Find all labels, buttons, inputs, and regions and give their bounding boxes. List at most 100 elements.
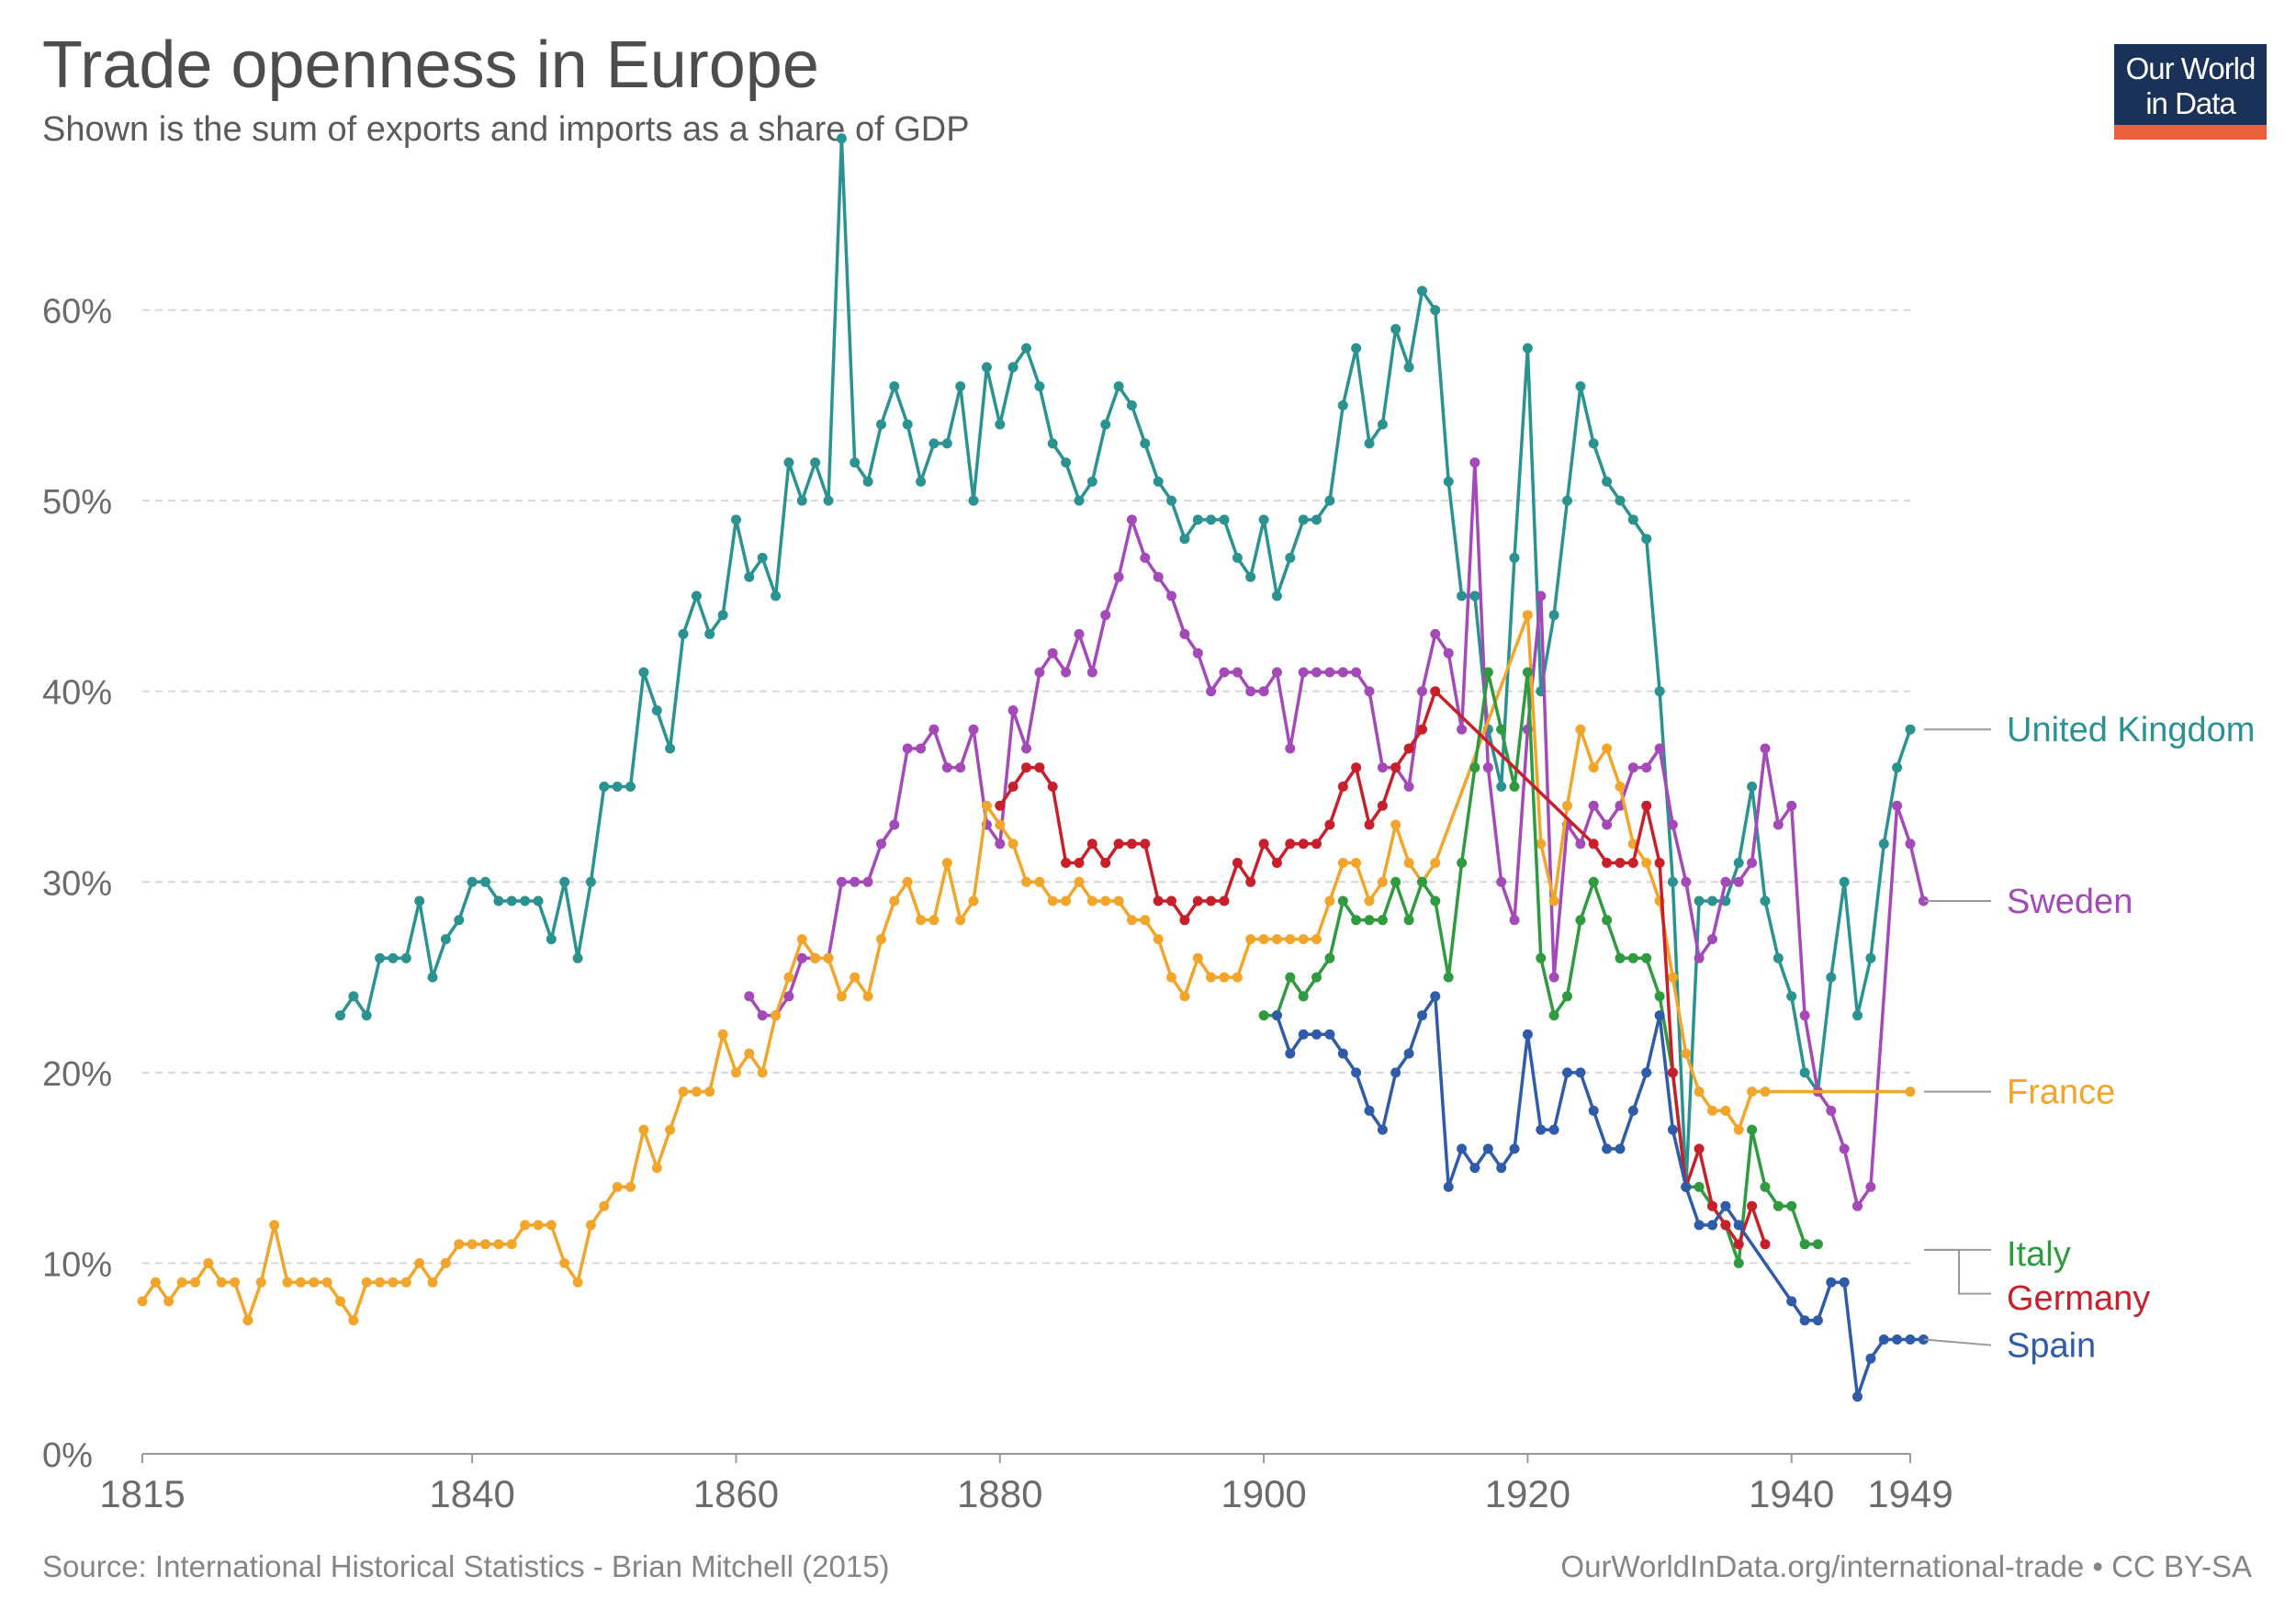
legend-layer: United Kingdom Sweden France Italy Germany Sp… [1923, 711, 2255, 1366]
data-point [1351, 762, 1362, 773]
data-point [1522, 667, 1533, 678]
data-point [1074, 858, 1085, 868]
x-tick-label: 1920 [1485, 1472, 1570, 1515]
data-point [1694, 952, 1705, 963]
data-point [1681, 1181, 1692, 1192]
data-point [1588, 1105, 1599, 1116]
data-point [1179, 991, 1190, 1002]
data-point [1417, 876, 1427, 887]
data-point [1351, 667, 1362, 678]
data-point [1892, 800, 1903, 811]
data-point [1047, 438, 1058, 449]
data-point [744, 571, 755, 582]
data-point [1707, 895, 1717, 906]
series-germany [995, 686, 1771, 1250]
series-france [137, 610, 1916, 1326]
data-point [731, 1067, 741, 1078]
data-point [1588, 762, 1599, 773]
data-point [955, 915, 966, 926]
data-point [440, 1257, 451, 1268]
data-point [1403, 782, 1414, 792]
data-point [1469, 1163, 1480, 1174]
data-point [1575, 839, 1586, 850]
data-point [1443, 1181, 1454, 1192]
data-point [1298, 514, 1309, 525]
data-point [1641, 534, 1652, 545]
data-point [1337, 400, 1348, 411]
data-point [1179, 534, 1190, 545]
data-point [1602, 915, 1613, 926]
data-point [1615, 495, 1626, 506]
y-tick-label: 10% [42, 1245, 112, 1284]
data-point [1126, 915, 1137, 926]
data-point [1786, 800, 1797, 811]
data-point [1760, 895, 1771, 906]
data-point [1061, 895, 1072, 906]
data-point [757, 552, 768, 563]
series-spain [1271, 991, 1929, 1402]
data-point [1786, 991, 1797, 1002]
data-point [163, 1296, 174, 1307]
data-point [1390, 323, 1401, 334]
data-point [427, 1277, 438, 1288]
data-point [1126, 514, 1137, 525]
data-point [1166, 895, 1176, 906]
data-point [1747, 1200, 1758, 1211]
data-point [1773, 1200, 1784, 1211]
data-point [836, 991, 847, 1002]
data-point [176, 1277, 187, 1288]
data-point [862, 876, 873, 887]
data-point [1086, 667, 1097, 678]
data-point [1258, 514, 1269, 525]
data-point [783, 457, 794, 468]
data-point [981, 362, 992, 373]
data-point [1364, 915, 1375, 926]
data-point [1100, 895, 1111, 906]
x-tick-label: 1949 [1867, 1472, 1953, 1515]
data-point [255, 1277, 266, 1288]
data-point [1403, 858, 1414, 868]
data-point [1733, 1239, 1744, 1250]
data-point [929, 724, 940, 735]
data-point [1733, 1220, 1744, 1231]
data-point [1351, 858, 1362, 868]
data-point [1311, 839, 1322, 850]
data-point [1100, 419, 1111, 430]
data-point [1007, 782, 1019, 792]
data-point [1443, 972, 1454, 983]
data-point [1654, 686, 1665, 697]
data-point [941, 762, 952, 773]
data-point [467, 876, 478, 887]
owid-logo[interactable]: Our World in Data [2114, 44, 2267, 140]
data-point [1694, 1086, 1705, 1098]
data-point [941, 438, 952, 449]
data-point [1457, 724, 1468, 735]
data-point [1548, 972, 1559, 983]
x-tick-label: 1940 [1749, 1472, 1834, 1515]
data-point [1153, 571, 1164, 582]
data-point [1496, 782, 1507, 792]
data-point [1457, 858, 1468, 868]
data-point [1390, 876, 1401, 887]
data-point [995, 819, 1006, 830]
data-point [1245, 686, 1256, 697]
license-link[interactable]: OurWorldInData.org/international-trade •… [1560, 1549, 2252, 1583]
data-point [427, 972, 438, 983]
data-point [625, 1181, 636, 1192]
data-point [981, 800, 992, 811]
data-point [1799, 1315, 1810, 1326]
data-point [968, 895, 979, 906]
legend-item-france: France [1924, 1074, 2115, 1112]
data-point [704, 628, 715, 639]
data-point [361, 1277, 372, 1288]
data-point [836, 133, 847, 144]
data-point [1839, 1143, 1850, 1154]
data-point [1390, 1067, 1401, 1078]
data-point [1536, 952, 1547, 963]
data-point [203, 1257, 214, 1268]
data-point [1627, 762, 1638, 773]
data-point [1443, 647, 1454, 659]
data-point [1588, 876, 1599, 887]
data-point [1021, 743, 1031, 754]
